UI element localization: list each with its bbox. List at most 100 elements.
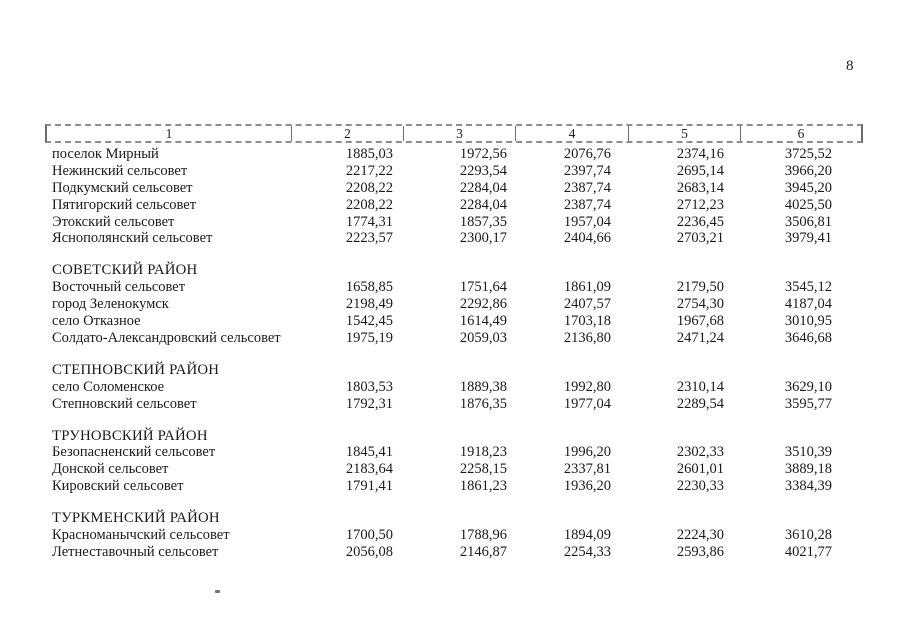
row-value-cell: 2387,74 [563,179,611,196]
row-value-cell: 2208,22 [345,196,393,213]
row-value-cell: 1876,35 [459,395,507,412]
row-name-cell: Подкумский сельсовет [52,179,193,196]
row-value-cell: 1992,80 [563,378,611,395]
table-header-cell: 3 [404,126,516,141]
row-value-cell: 2754,30 [676,296,724,313]
row-value-cell: 2310,14 [676,378,724,395]
row-value-cell: 3595,77 [784,395,832,412]
row-value-cell: 1857,35 [459,213,507,230]
section-title: ТРУНОВСКИЙ РАЙОН [52,427,208,444]
row-value-cell: 2146,87 [459,543,507,560]
row-value-cell: 2300,17 [459,230,507,247]
row-value-cell: 1788,96 [459,526,507,543]
page-number: 8 [846,58,854,74]
row-value-cell: 2236,45 [676,213,724,230]
section-title: ТУРКМЕНСКИЙ РАЙОН [52,510,220,527]
section-title: СТЕПНОВСКИЙ РАЙОН [52,361,220,378]
table-row: Степновский сельсовет 1792,31 1876,35 1977,… [45,396,863,413]
row-value-cell: 3979,41 [784,230,832,247]
row-value-cell: 3725,52 [784,146,832,162]
row-value-cell: 1975,19 [345,329,393,346]
table-section: ТРУНОВСКИЙ РАЙОН Безопасненский сельсовет… [45,428,863,496]
row-value-cell: 2374,16 [676,146,724,162]
row-value-cell: 1845,41 [345,444,393,461]
row-name-cell: Донской сельсовет [52,461,169,478]
row-value-cell: 1957,04 [563,213,611,230]
row-value-cell: 2712,23 [676,196,724,213]
table-section: СТЕПНОВСКИЙ РАЙОН село Соломенское 1803,53… [45,362,863,413]
row-value-cell: 1918,23 [459,444,507,461]
table-row: Летнеставочный сельсовет 2056,08 2146,87 22… [45,544,863,561]
table-header-cell: 4 [516,126,629,141]
table-row: Яснополянский сельсовет 2223,57 2300,17 240… [45,230,863,247]
row-value-cell: 1885,03 [345,146,393,162]
row-name-cell: Этокский сельсовет [52,213,175,230]
row-value-cell: 3506,81 [784,213,832,230]
row-value-cell: 2292,86 [459,296,507,313]
row-value-cell: 3889,18 [784,461,832,478]
row-value-cell: 2258,15 [459,461,507,478]
row-value-cell: 3545,12 [784,279,832,296]
table-section: поселок Мирный 1885,03 1972,56 2076,76 2374,… [45,146,863,247]
row-value-cell: 2293,54 [459,162,507,179]
row-name-cell: Кировский сельсовет [52,478,184,495]
row-value-cell: 2208,22 [345,179,393,196]
row-value-cell: 1977,04 [563,395,611,412]
row-value-cell: 1861,09 [563,279,611,296]
row-name-cell: село Соломенское [52,378,165,395]
row-value-cell: 2387,74 [563,196,611,213]
table-row: Пятигорский сельсовет 2208,22 2284,04 2387,… [45,197,863,214]
row-value-cell: 1542,45 [345,313,393,330]
table-row: Кировский сельсовет 1791,41 1861,23 1936,20… [45,478,863,495]
row-value-cell: 2223,57 [345,230,393,247]
table-row: Нежинский сельсовет 2217,22 2293,54 2397,74… [45,163,863,180]
row-value-cell: 1792,31 [345,395,393,412]
table-row: Восточный сельсовет 1658,85 1751,64 1861,09… [45,279,863,296]
row-name-cell: Солдато-Александровский сельсовет [52,329,281,346]
row-value-cell: 2404,66 [563,230,611,247]
row-name-cell: село Отказное [52,313,141,330]
row-value-cell: 2407,57 [563,296,611,313]
row-value-cell: 3966,20 [784,162,832,179]
table-header-cell: 6 [797,126,805,141]
row-value-cell: 2471,24 [676,329,724,346]
table-row: Подкумский сельсовет 2208,22 2284,04 2387,7… [45,180,863,197]
row-value-cell: 2183,64 [345,461,393,478]
row-value-cell: 2179,50 [676,279,724,296]
row-value-cell: 1972,56 [459,146,507,162]
table-row: поселок Мирный 1885,03 1972,56 2076,76 2374,… [45,146,863,163]
row-value-cell: 3629,10 [784,378,832,395]
row-name-cell: поселок Мирный [52,146,159,162]
row-name-cell: Летнеставочный сельсовет [52,543,219,560]
row-value-cell: 1791,41 [345,478,393,495]
row-name-cell: Пятигорский сельсовет [52,196,197,213]
row-value-cell: 4187,04 [784,296,832,313]
row-value-cell: 1996,20 [563,444,611,461]
row-value-cell: 2695,14 [676,162,724,179]
row-value-cell: 3610,28 [784,526,832,543]
row-value-cell: 1774,31 [345,213,393,230]
table-row: Донской сельсовет 2183,64 2258,15 2337,81 26… [45,461,863,478]
row-value-cell: 3010,95 [784,313,832,330]
row-value-cell: 4025,50 [784,196,832,213]
row-value-cell: 2056,08 [345,543,393,560]
row-value-cell: 2397,74 [563,162,611,179]
table-row: Красноманычский сельсовет 1700,50 1788,96 1… [45,527,863,544]
table-header-cell: 2 [292,126,404,141]
row-name-cell: Степновский сельсовет [52,395,197,412]
row-value-cell: 2217,22 [345,162,393,179]
table-header-cell: 1 [47,126,292,141]
row-name-cell: Восточный сельсовет [52,279,186,296]
row-value-cell: 2337,81 [563,461,611,478]
row-value-cell: 2302,33 [676,444,724,461]
row-name-cell: Безопасненский сельсовет [52,444,216,461]
table-section: СОВЕТСКИЙ РАЙОН Восточный сельсовет 1658,8… [45,262,863,346]
row-value-cell: 3510,39 [784,444,832,461]
scan-artifact-speck [215,590,220,593]
row-value-cell: 4021,77 [784,543,832,560]
row-value-cell: 2136,80 [563,329,611,346]
row-value-cell: 1936,20 [563,478,611,495]
table-section: ТУРКМЕНСКИЙ РАЙОН Красноманычский сельсов… [45,510,863,561]
